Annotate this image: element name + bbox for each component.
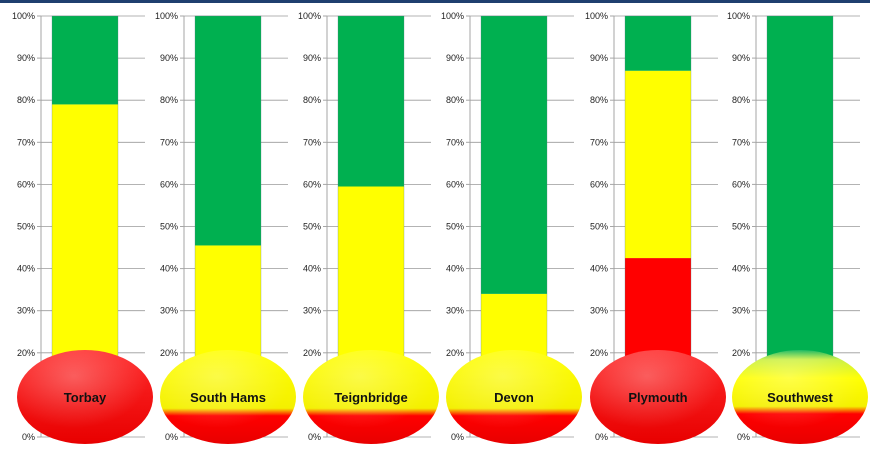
y-tick-label: 50% [17,222,35,232]
bulb-highlight [446,350,582,444]
y-tick-label: 40% [732,264,750,274]
y-tick-label: 50% [160,222,178,232]
y-tick-label: 70% [590,137,608,147]
bar-segment-yellow [625,70,691,259]
y-tick-label: 80% [732,95,750,105]
bulb-highlight [590,350,726,444]
y-tick-label: 50% [446,222,464,232]
y-tick-label: 40% [446,264,464,274]
bulb-label: Southwest [767,390,833,405]
thermometer-devon: 0%10%20%30%40%50%60%70%80%90%100%Devon [441,11,582,444]
y-tick-label: 0% [22,432,35,442]
y-tick-label: 60% [17,179,35,189]
y-tick-label: 30% [17,306,35,316]
bulb-highlight [160,350,296,444]
y-tick-label: 0% [595,432,608,442]
y-tick-label: 70% [160,137,178,147]
y-tick-label: 30% [303,306,321,316]
y-tick-label: 60% [160,179,178,189]
y-tick-label: 100% [12,11,35,21]
y-tick-label: 100% [155,11,178,21]
thermometer-teignbridge: 0%10%20%30%40%50%60%70%80%90%100%Teignbr… [298,11,439,444]
bar-segment-green [481,16,547,294]
bulb-label: Devon [494,390,534,405]
y-tick-label: 30% [732,306,750,316]
y-tick-label: 30% [446,306,464,316]
y-tick-label: 80% [303,95,321,105]
bar-segment-green [195,16,261,246]
y-tick-label: 90% [17,53,35,63]
y-tick-label: 20% [590,348,608,358]
thermometer-torbay: 0%10%20%30%40%50%60%70%80%90%100%Torbay [12,11,153,444]
y-tick-label: 90% [160,53,178,63]
y-tick-label: 40% [590,264,608,274]
y-tick-label: 60% [303,179,321,189]
y-tick-label: 60% [590,179,608,189]
bulb-highlight [17,350,153,444]
bar-segment-green [52,16,118,105]
y-tick-label: 40% [303,264,321,274]
y-tick-label: 80% [17,95,35,105]
bulb-label: South Hams [190,390,266,405]
y-tick-label: 20% [446,348,464,358]
y-tick-label: 60% [732,179,750,189]
thermometer-southwest: 0%10%20%30%40%50%60%70%80%90%100%Southwe… [727,11,868,444]
y-tick-label: 70% [732,137,750,147]
thermometer-south-hams: 0%10%20%30%40%50%60%70%80%90%100%South H… [155,11,296,444]
y-tick-label: 0% [451,432,464,442]
y-tick-label: 90% [446,53,464,63]
y-tick-label: 100% [727,11,750,21]
y-tick-label: 70% [17,137,35,147]
y-tick-label: 100% [441,11,464,21]
y-tick-label: 40% [17,264,35,274]
y-tick-label: 100% [298,11,321,21]
y-tick-label: 20% [303,348,321,358]
y-tick-label: 80% [446,95,464,105]
y-tick-label: 30% [160,306,178,316]
y-tick-label: 90% [303,53,321,63]
y-tick-label: 50% [590,222,608,232]
y-tick-label: 70% [446,137,464,147]
y-tick-label: 40% [160,264,178,274]
y-tick-label: 0% [308,432,321,442]
bulb-highlight [732,350,868,444]
y-tick-label: 0% [737,432,750,442]
y-tick-label: 90% [732,53,750,63]
top-rule [0,0,870,3]
y-tick-label: 80% [590,95,608,105]
bar-segment-green [625,16,691,71]
y-tick-label: 20% [160,348,178,358]
bar-segment-green [338,16,404,187]
bulb-label: Plymouth [628,390,687,405]
y-tick-label: 70% [303,137,321,147]
bulb-label: Torbay [64,390,107,405]
y-tick-label: 100% [585,11,608,21]
y-tick-label: 50% [732,222,750,232]
y-tick-label: 20% [17,348,35,358]
y-tick-label: 90% [590,53,608,63]
y-tick-label: 60% [446,179,464,189]
y-tick-label: 20% [732,348,750,358]
y-tick-label: 30% [590,306,608,316]
bulb-label: Teignbridge [334,390,407,405]
y-tick-label: 0% [165,432,178,442]
bulb-highlight [303,350,439,444]
thermometer-plymouth: 0%10%20%30%40%50%60%70%80%90%100%Plymout… [585,11,726,444]
y-tick-label: 80% [160,95,178,105]
y-tick-label: 50% [303,222,321,232]
